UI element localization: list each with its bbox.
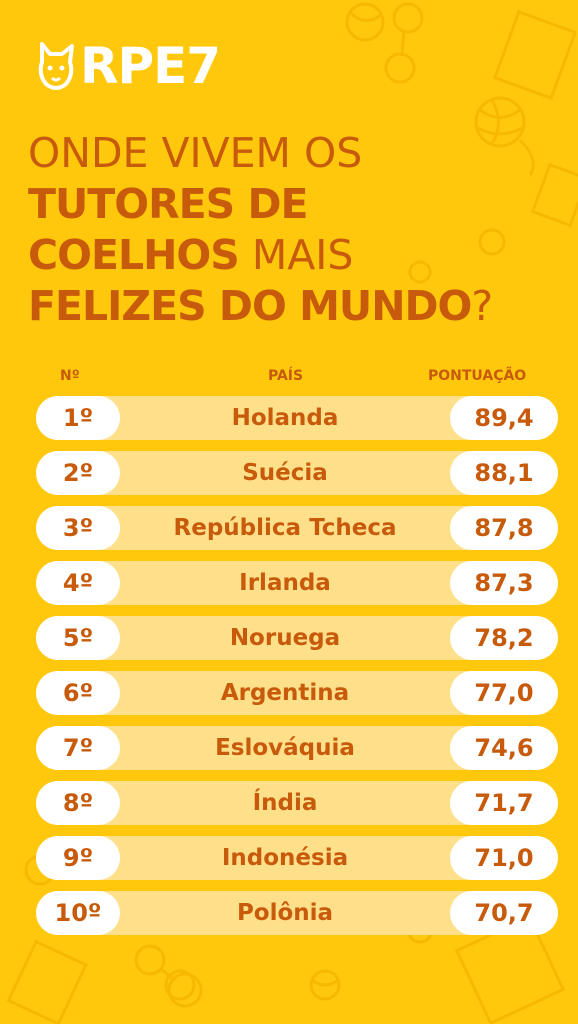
rank-cell: 2º: [36, 451, 120, 495]
rank-cell: 8º: [36, 781, 120, 825]
score-cell: 71,7: [450, 781, 558, 825]
rank-cell: 6º: [36, 671, 120, 715]
table-row: 1º Holanda 89,4: [36, 396, 558, 440]
bone-toy-icon: [384, 2, 424, 84]
headline-line-3-thin: MAIS: [238, 231, 354, 279]
rank-cell: 10º: [36, 891, 120, 935]
country-cell: Argentina: [220, 680, 350, 706]
headline-line-4-bold: FELIZES DO MUNDO: [28, 282, 472, 330]
rank-cell: 9º: [36, 836, 120, 880]
dog-head-icon: [38, 42, 74, 90]
column-header-rank: Nº: [60, 368, 80, 384]
table-row: 5º Noruega 78,2: [36, 616, 558, 660]
rank-cell: 5º: [36, 616, 120, 660]
brand-logo: RPE7: [36, 37, 221, 95]
column-header-score: PONTUAÇÃO: [428, 368, 527, 384]
country-cell: Índia: [252, 790, 318, 816]
brand-name: RPE7: [80, 37, 221, 95]
score-cell: 89,4: [450, 396, 558, 440]
score-cell: 87,8: [450, 506, 558, 550]
score-cell: 78,2: [450, 616, 558, 660]
yarn-ball-icon: [474, 96, 535, 176]
headline-line-2: TUTORES DE: [28, 180, 309, 228]
table-header: Nº PAÍS PONTUAÇÃO: [0, 368, 578, 388]
table-row: 4º Irlanda 87,3: [36, 561, 558, 605]
country-cell: Indonésia: [221, 845, 349, 871]
table-row: 8º Índia 71,7: [36, 781, 558, 825]
column-header-country: PAÍS: [268, 368, 304, 384]
page-title: ONDE VIVEM OS TUTORES DE COELHOS MAIS FE…: [28, 128, 558, 332]
table-row: 3º República Tcheca 87,8: [36, 506, 558, 550]
country-cell: República Tcheca: [173, 515, 397, 541]
headline-line-3-bold: COELHOS: [28, 231, 240, 279]
score-cell: 71,0: [450, 836, 558, 880]
yarn-ball-icon: [309, 969, 341, 1001]
country-cell: Suécia: [242, 460, 328, 486]
headline-line-1: ONDE VIVEM OS: [28, 129, 363, 177]
table-row: 6º Argentina 77,0: [36, 671, 558, 715]
score-cell: 87,3: [450, 561, 558, 605]
country-cell: Irlanda: [239, 570, 331, 596]
country-cell: Holanda: [231, 405, 339, 431]
rank-cell: 4º: [36, 561, 120, 605]
score-cell: 70,7: [450, 891, 558, 935]
table-row: 7º Eslováquia 74,6: [36, 726, 558, 770]
rank-cell: 7º: [36, 726, 120, 770]
ranking-table: 1º Holanda 89,4 2º Suécia 88,1 3º Repúbl…: [36, 396, 558, 946]
country-cell: Eslováquia: [215, 735, 355, 761]
score-cell: 88,1: [450, 451, 558, 495]
rank-cell: 3º: [36, 506, 120, 550]
ball-icon: [408, 228, 506, 284]
table-row: 2º Suécia 88,1: [36, 451, 558, 495]
headline-line-4-thin: ?: [471, 282, 494, 330]
rank-cell: 1º: [36, 396, 120, 440]
score-cell: 77,0: [450, 671, 558, 715]
table-row: 10º Polônia 70,7: [36, 891, 558, 935]
country-cell: Noruega: [229, 625, 341, 651]
country-cell: Polônia: [236, 900, 334, 926]
table-row: 9º Indonésia 71,0: [36, 836, 558, 880]
score-cell: 74,6: [450, 726, 558, 770]
newspaper-icon: [492, 9, 578, 228]
ball-icon: [345, 2, 385, 42]
